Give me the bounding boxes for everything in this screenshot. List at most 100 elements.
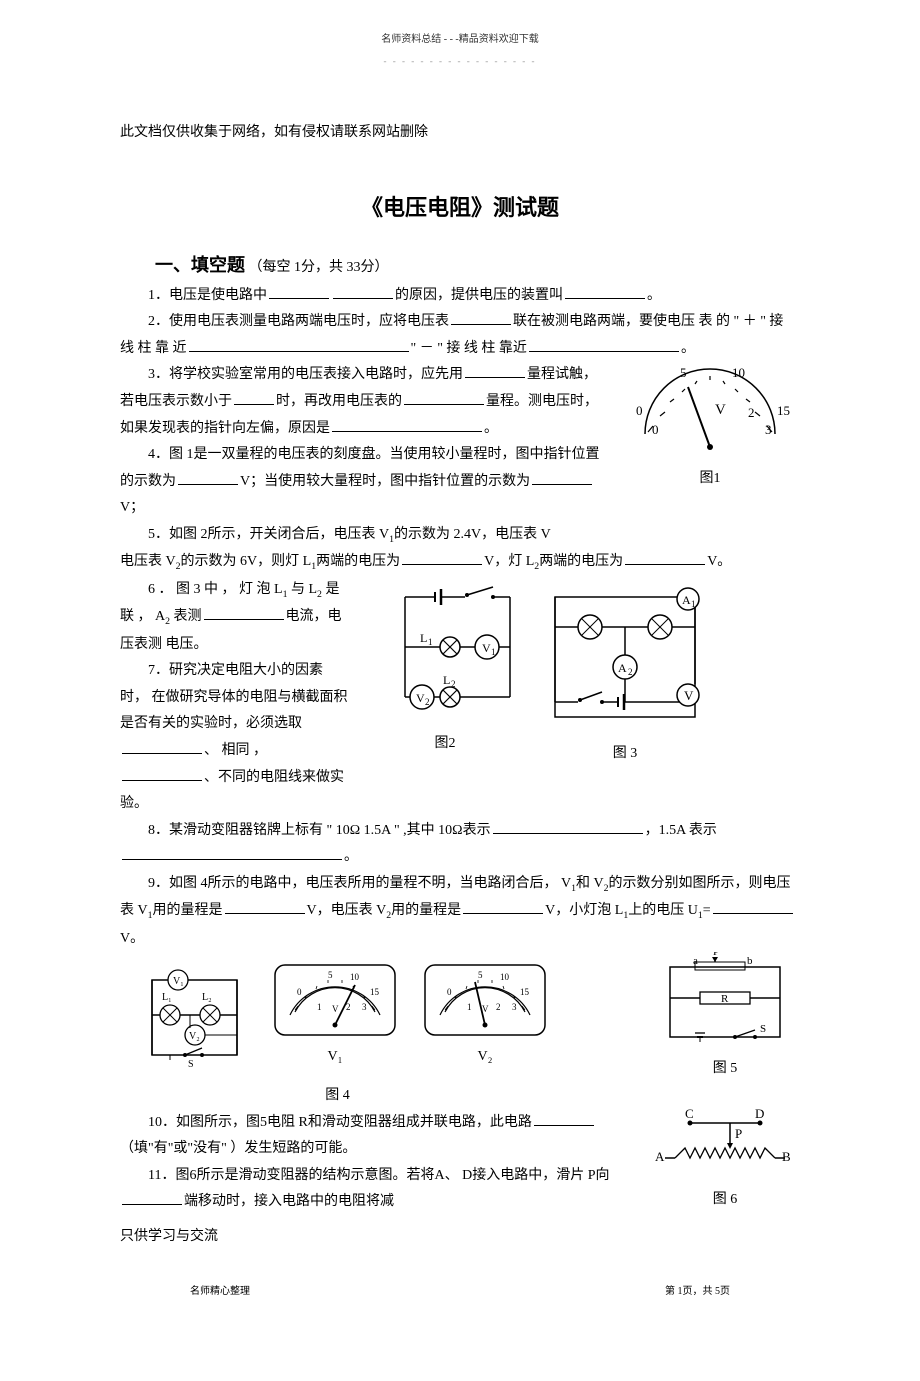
svg-text:L: L [420, 631, 427, 645]
svg-text:V: V [482, 641, 491, 655]
blank [269, 283, 329, 298]
svg-text:A: A [682, 593, 691, 607]
svg-text:D: D [755, 1106, 764, 1121]
figure-1-label: 图1 [620, 466, 800, 493]
blank [122, 1190, 182, 1205]
question-2: 2．使用电压表测量电路两端电压时，应将电压表联在被测电路两端，要使电压 表 的 … [120, 309, 800, 362]
blank [332, 416, 482, 431]
svg-text:1: 1 [428, 637, 433, 647]
learn-note: 只供学习与交流 [120, 1224, 800, 1251]
blank [493, 818, 643, 833]
svg-text:B: B [782, 1149, 791, 1164]
blank [225, 899, 305, 914]
svg-text:2: 2 [748, 405, 755, 420]
svg-text:2: 2 [425, 697, 430, 707]
v1-label: V₁ [270, 1044, 400, 1071]
svg-text:15: 15 [777, 403, 790, 418]
svg-text:S: S [760, 1023, 766, 1035]
footer-left: 名师精心整理 [190, 1282, 250, 1301]
svg-text:15: 15 [370, 987, 380, 997]
figure-3: A1 A2 V 图 3 [540, 577, 710, 768]
svg-text:1: 1 [491, 647, 496, 657]
blank [189, 336, 409, 351]
figure-4-group: V₁ L₁ L₂ V₂ [140, 960, 635, 1071]
blank [465, 363, 525, 378]
blank [234, 390, 274, 405]
svg-text:3: 3 [765, 422, 772, 437]
question-3: 3．将学校实验室常用的电压表接入电路时，应先用量程试触，若电压表示数小于时，再改… [120, 362, 605, 442]
svg-text:A: A [655, 1149, 665, 1164]
svg-text:5: 5 [680, 365, 687, 380]
blank [534, 1110, 594, 1125]
figure-5: a b P R [655, 952, 795, 1083]
figure-4-label: 图 4 [40, 1083, 635, 1110]
svg-text:A: A [618, 661, 627, 675]
blank [565, 283, 645, 298]
blank [178, 469, 238, 484]
section-sub: （每空 1分，共 33分） [249, 260, 389, 275]
svg-text:15: 15 [520, 987, 530, 997]
svg-text:R: R [721, 993, 729, 1005]
svg-text:1: 1 [691, 599, 696, 609]
header-top: 名师资料总结 - - -精品资料欢迎下载 [120, 30, 800, 49]
blank [333, 283, 393, 298]
svg-text:C: C [685, 1106, 694, 1121]
blank [122, 845, 342, 860]
svg-text:L₁: L₁ [162, 992, 172, 1003]
question-6: 6 ． 图 3 中 ， 灯 泡 L1 与 L2 是 联 ， A2 表测电流，电压… [120, 577, 350, 658]
question-9: 9．如图 4所示的电路中，电压表所用的量程不明，当电路闭合后， V1和 V2的示… [120, 871, 800, 952]
svg-text:V₂: V₂ [189, 1031, 200, 1042]
svg-text:V: V [715, 402, 726, 418]
figure-6-label: 图 6 [650, 1187, 800, 1214]
svg-text:10: 10 [350, 972, 360, 982]
page-title: 《电压电阻》测试题 [120, 187, 800, 229]
svg-text:2: 2 [628, 667, 633, 677]
question-5-part1: 5．如图 2所示，开关闭合后，电压表 V1的示数为 2.4V，电压表 V [120, 522, 605, 549]
blank [402, 550, 482, 565]
svg-text:V: V [416, 691, 425, 705]
svg-text:2: 2 [496, 1002, 501, 1012]
svg-text:0: 0 [652, 422, 659, 437]
svg-text:P: P [735, 1126, 742, 1141]
svg-text:10: 10 [732, 365, 745, 380]
svg-text:10: 10 [500, 972, 510, 982]
svg-text:V: V [684, 688, 694, 703]
section-header: 一、填空题 [155, 255, 245, 275]
svg-text:0: 0 [297, 987, 302, 997]
svg-text:3: 3 [512, 1002, 517, 1012]
figure-2: L1 V1 V2 L2 图2 [365, 577, 525, 758]
svg-text:5: 5 [478, 970, 483, 980]
svg-text:0: 0 [636, 403, 643, 418]
svg-text:1: 1 [467, 1002, 472, 1012]
question-11: 11．图6所示是滑动变阻器的结构示意图。若将A、 D接入电路中，滑片 P向端移动… [120, 1163, 635, 1216]
figure-2-label: 图2 [365, 731, 525, 758]
question-4: 4．图 1是一双量程的电压表的刻度盘。当使用较小量程时，图中指针位置的示数为V；… [120, 442, 605, 522]
svg-text:V: V [332, 1004, 339, 1014]
question-10: 10．如图所示，图5电阻 R和滑动变阻器组成并联电路，此电路（填"有"或"没有"… [120, 1110, 635, 1163]
figure-1: 0 5 10 15 0 2 3 V 图1 [620, 362, 800, 493]
svg-text:L₂: L₂ [202, 992, 212, 1003]
svg-text:V₁: V₁ [173, 976, 184, 987]
svg-text:1: 1 [317, 1002, 322, 1012]
figure-3-label: 图 3 [540, 741, 710, 768]
figure-6: C D P A B 图 6 [650, 1103, 800, 1214]
blank [122, 739, 202, 754]
svg-text:b: b [747, 955, 753, 967]
blank [532, 469, 592, 484]
svg-text:2: 2 [451, 679, 456, 689]
question-1: 1．电压是使电路中的原因，提供电压的装置叫。 [120, 283, 800, 310]
svg-text:S: S [188, 1059, 194, 1070]
svg-text:P: P [713, 952, 719, 958]
svg-text:3: 3 [362, 1002, 367, 1012]
svg-text:5: 5 [328, 970, 333, 980]
v2-label: V₂ [420, 1044, 550, 1071]
footer-right: 第 1页，共 5页 [665, 1282, 730, 1301]
svg-text:L: L [443, 673, 450, 687]
question-5-part2: 的示数为 2.4V，电压表 V电压表 V2的示数为 6V，则灯 L1两端的电压为… [120, 549, 800, 576]
svg-text:0: 0 [447, 987, 452, 997]
blank [451, 310, 511, 325]
notice-text: 此文档仅供收集于网络，如有侵权请联系网站删除 [120, 120, 800, 147]
question-7: 7．研究决定电阻大小的因素时， 在做研究导体的电阻与横截面积是否有关的实验时，必… [120, 658, 350, 818]
figure-5-label: 图 5 [655, 1056, 795, 1083]
blank [404, 390, 484, 405]
